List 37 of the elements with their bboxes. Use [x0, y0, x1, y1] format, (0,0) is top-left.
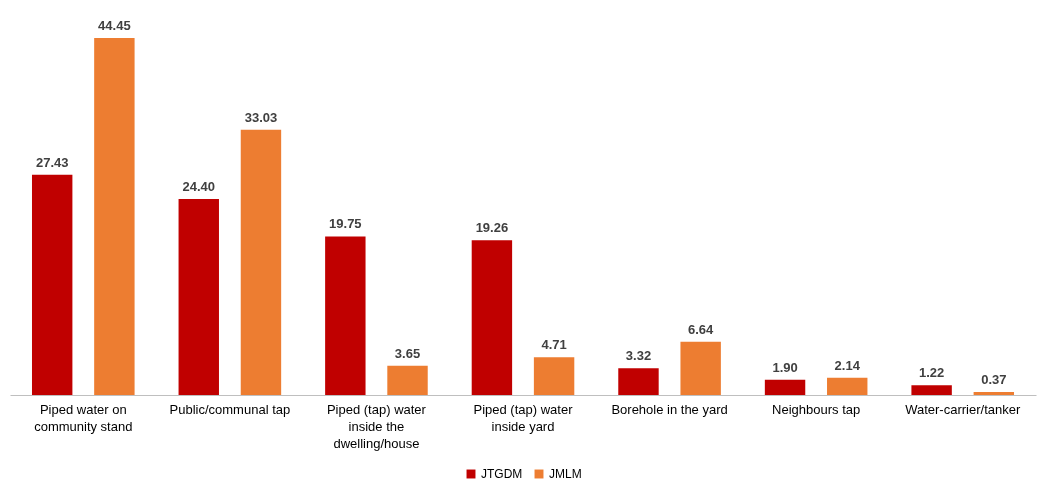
x-tick-label: Public/communal tap: [169, 401, 291, 417]
x-tick-label: Borehole in the yard: [611, 401, 728, 417]
data-label: 44.45: [98, 18, 131, 33]
legend-label: JMLM: [549, 467, 582, 481]
x-tick-label: Piped (tap) water inside yard: [473, 401, 574, 434]
data-label: 0.37: [981, 372, 1007, 388]
x-tick-label: Piped water on community stand: [34, 401, 133, 434]
data-label: 19.75: [329, 216, 362, 232]
bar: [325, 236, 366, 395]
data-label: 6.64: [688, 321, 715, 337]
bar: [827, 377, 868, 395]
bar: [973, 392, 1015, 395]
data-label: 1.90: [772, 359, 798, 375]
bar: [618, 368, 659, 395]
data-label: 2.14: [834, 357, 861, 373]
x-tick-label: Neighbours tap: [772, 401, 861, 417]
bar: [178, 199, 219, 395]
bar: [764, 379, 806, 395]
data-label: 1.22: [918, 365, 945, 381]
data-label: 24.40: [182, 179, 216, 195]
data-label: 33.03: [244, 109, 278, 125]
legend-label: JTGDM: [481, 467, 523, 481]
x-tick-label: Piped (tap) water inside the dwelling/house: [326, 401, 427, 451]
bar: [533, 357, 575, 395]
bar: [31, 174, 73, 395]
data-label: 4.71: [541, 337, 567, 353]
x-tick-label: Water-carrier/tanker: [905, 401, 1021, 417]
data-label: 19.26: [475, 220, 509, 236]
bar: [387, 365, 428, 395]
bar: [94, 38, 135, 395]
data-label: 27.43: [35, 154, 69, 170]
data-label: 3.32: [625, 348, 652, 364]
bar: [471, 240, 513, 395]
bar: [911, 385, 952, 395]
data-label: 3.65: [394, 345, 421, 361]
bar: [680, 341, 721, 395]
bar: [240, 129, 282, 395]
